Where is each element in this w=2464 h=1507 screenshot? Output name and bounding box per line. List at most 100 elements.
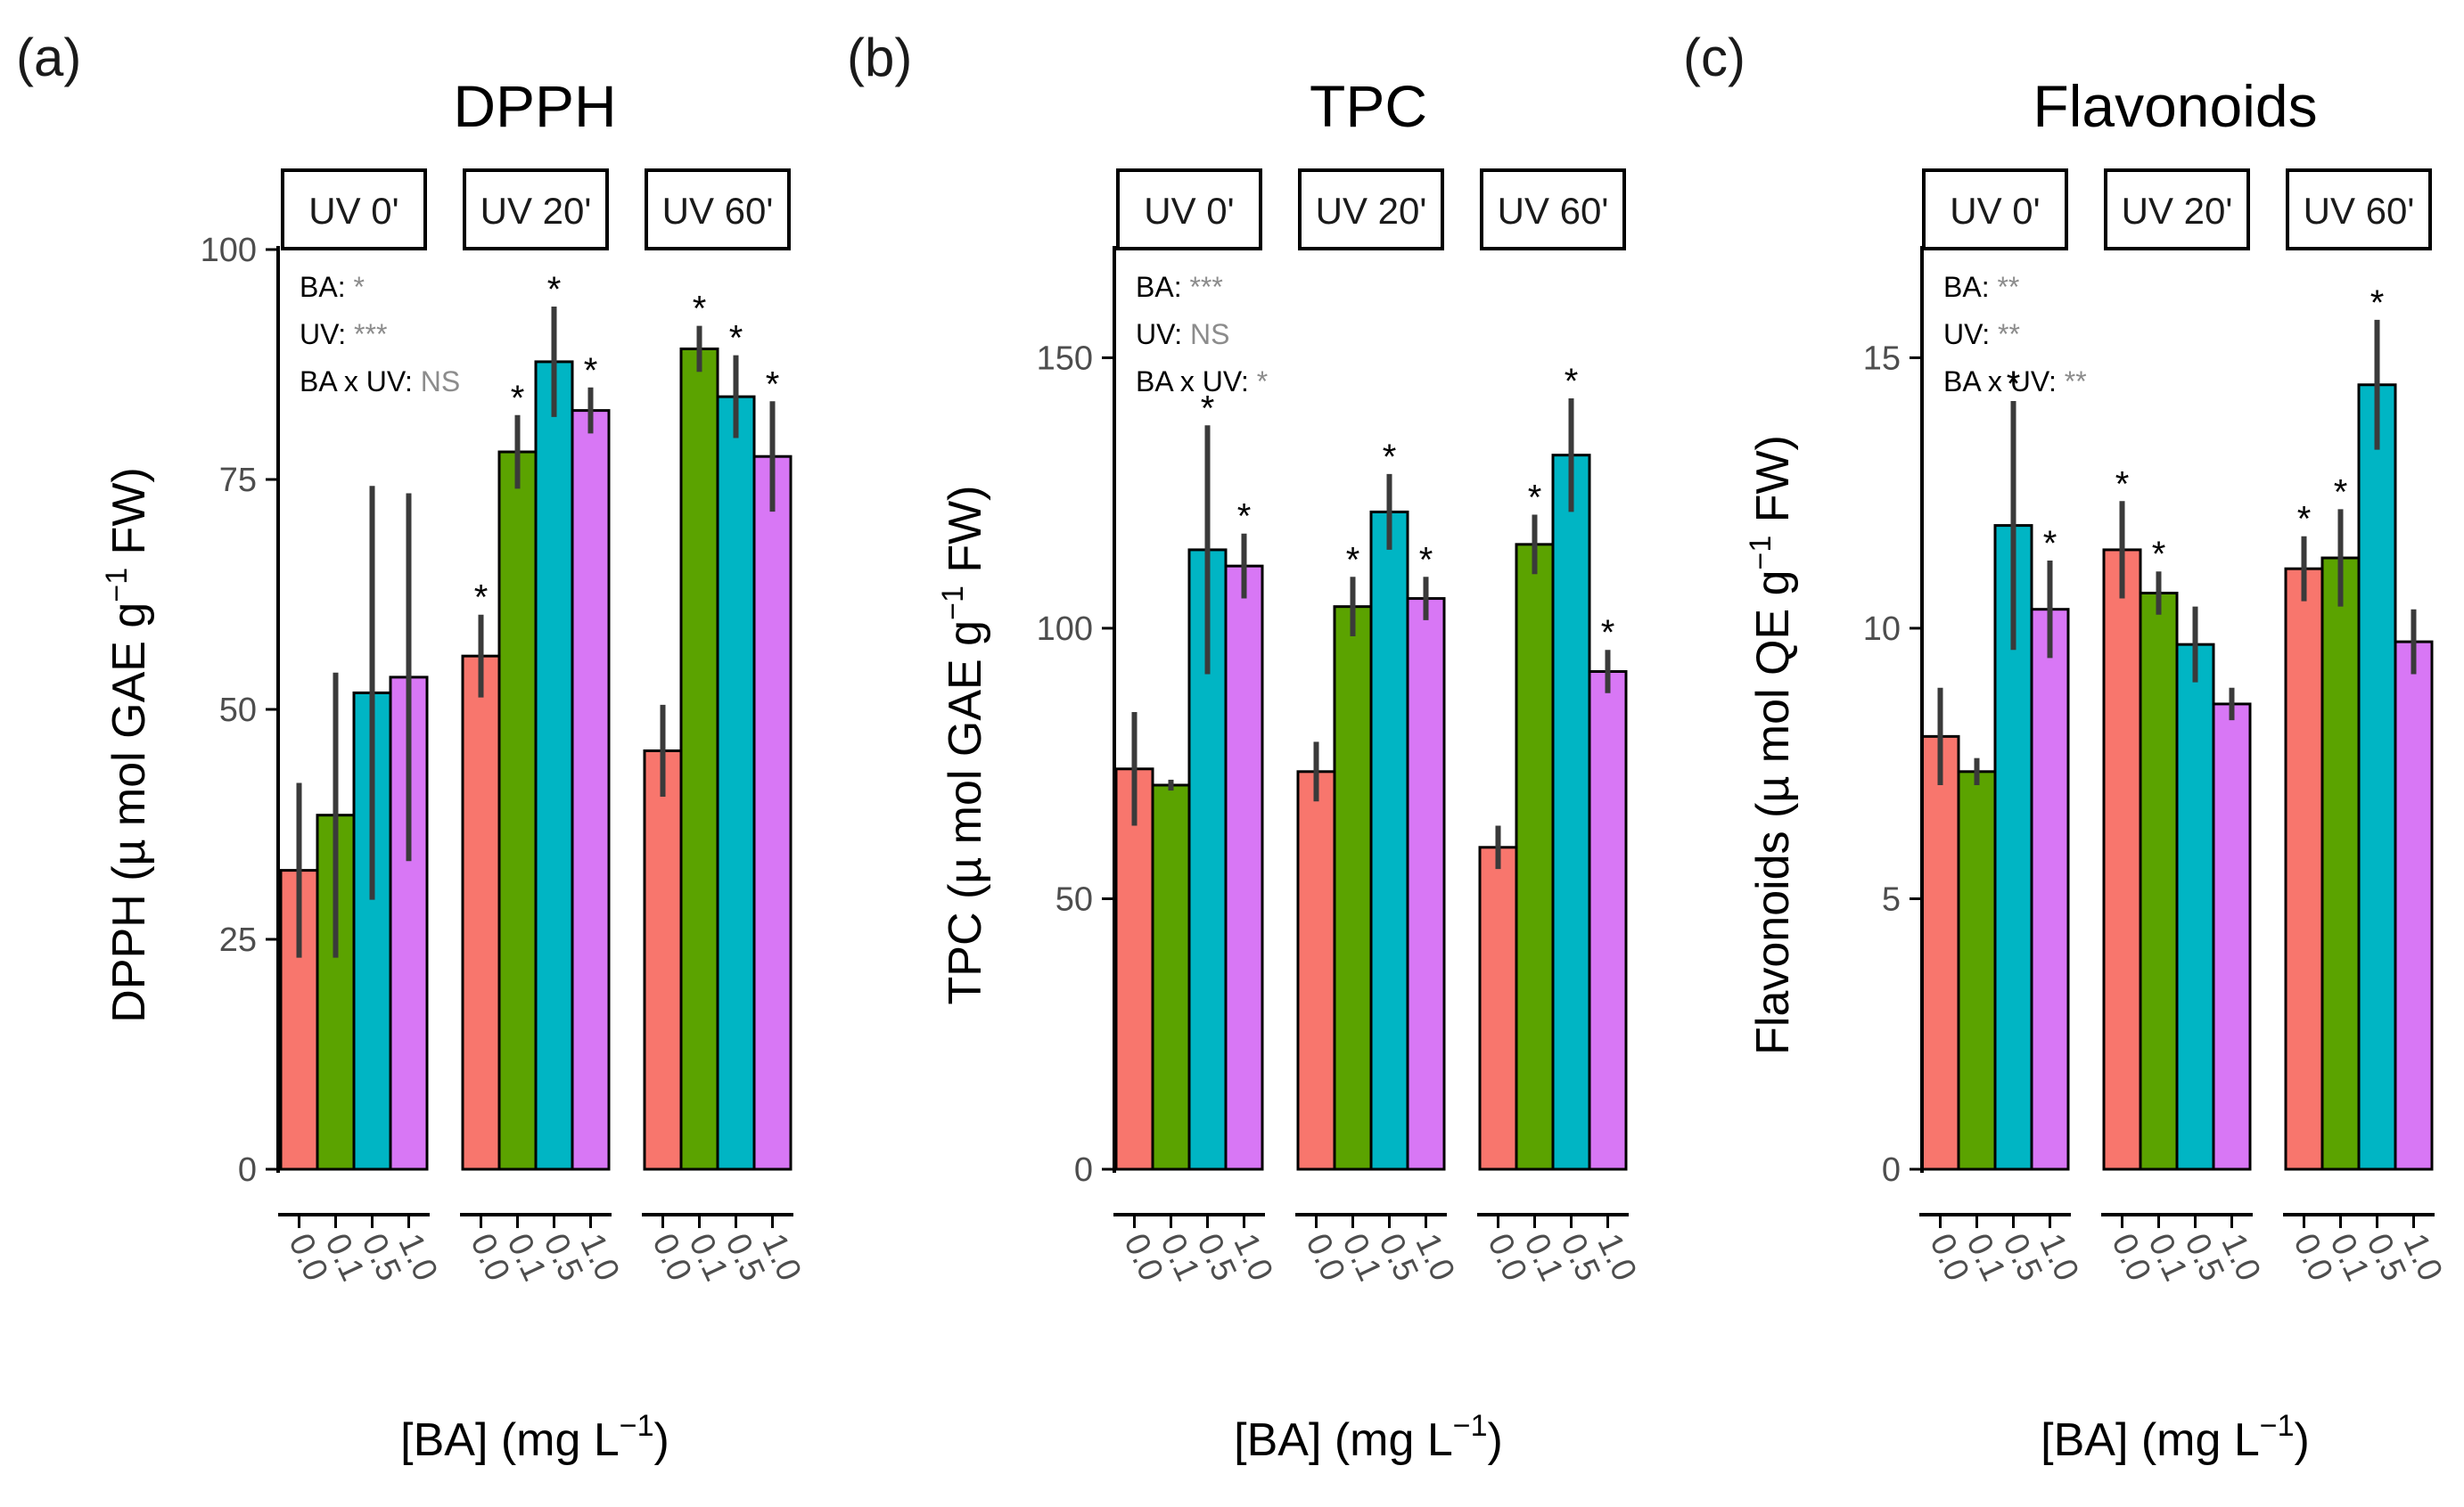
y-axis-label-text: DPPH (µ mol GAE g xyxy=(103,602,155,1023)
facet-strip-label: UV 60' xyxy=(1498,190,1609,232)
facet-strip-label: UV 0' xyxy=(1950,190,2040,232)
facet-strip xyxy=(1298,168,1444,250)
x-tick-label: 1.0 xyxy=(2032,1228,2085,1287)
significance-star: * xyxy=(2115,464,2130,504)
facet-strip-label: UV 60' xyxy=(2304,190,2415,232)
bar xyxy=(2394,640,2434,1171)
stats-annotation-label: BA x UV: xyxy=(300,365,421,397)
significance-star: * xyxy=(1565,362,1579,401)
x-axis-label-superscript: −1 xyxy=(1453,1409,1488,1443)
y-tick-label: 25 xyxy=(219,921,257,959)
x-axis-label-suffix: ) xyxy=(2295,1414,2310,1466)
facet-strip xyxy=(2104,168,2250,250)
x-tick-label: 1.0 xyxy=(2213,1228,2267,1287)
x-axis-label: [BA] (mg L−1) xyxy=(400,1409,669,1466)
y-tick-label: 50 xyxy=(219,692,257,729)
bar xyxy=(497,450,538,1171)
y-axis-label: DPPH (µ mol GAE g−1 FW) xyxy=(100,467,155,1022)
bar xyxy=(1333,605,1373,1171)
stats-annotation-label: BA: xyxy=(1943,271,1997,303)
bar xyxy=(2030,608,2070,1171)
significance-star: * xyxy=(1383,438,1397,477)
significance-star: * xyxy=(2007,364,2021,404)
panel-label: (a) xyxy=(16,28,81,87)
significance-star: * xyxy=(766,364,780,404)
bar xyxy=(1588,670,1628,1171)
significance-star: * xyxy=(1419,540,1433,579)
x-axis-label-suffix: ) xyxy=(654,1414,669,1466)
y-axis-label: TPC (µ mol GAE g−1 FW) xyxy=(936,486,991,1005)
y-tick-label: 10 xyxy=(1863,610,1901,648)
stats-annotation-significance: *** xyxy=(1189,271,1222,303)
bar xyxy=(2102,548,2142,1171)
bar xyxy=(1515,543,1555,1171)
x-axis-label-text: [BA] (mg L xyxy=(2041,1414,2260,1466)
stats-annotation: BA: * xyxy=(300,271,365,303)
facet-strip-label: UV 60' xyxy=(662,190,774,232)
y-tick-label: 0 xyxy=(1882,1151,1901,1189)
stats-annotation: BA x UV: * xyxy=(1136,365,1268,397)
y-tick-label: 100 xyxy=(201,232,257,269)
x-axis-label: [BA] (mg L−1) xyxy=(1234,1409,1503,1466)
bar xyxy=(2284,567,2324,1171)
x-tick-label: 1.0 xyxy=(2395,1228,2449,1287)
significance-star: * xyxy=(2370,283,2385,323)
bar xyxy=(2212,702,2252,1171)
stats-annotation-significance: NS xyxy=(1190,318,1229,350)
x-tick-label: 1.0 xyxy=(754,1228,808,1287)
facet-strip xyxy=(463,168,609,250)
y-axis-label-text: TPC (µ mol GAE g xyxy=(940,620,991,1005)
x-tick-label: 1.0 xyxy=(1408,1228,1461,1287)
stats-annotation-label: UV: xyxy=(1136,318,1190,350)
y-axis-label: Flavonoids (µ mol QE g−1 FW) xyxy=(1744,435,1799,1055)
y-tick-label: 100 xyxy=(1037,610,1093,648)
significance-star: * xyxy=(1601,613,1615,652)
panel-label: (b) xyxy=(847,28,912,87)
stats-annotation-significance: * xyxy=(1257,365,1268,397)
stats-annotation: UV: ** xyxy=(1943,318,2020,350)
bar xyxy=(534,360,574,1171)
significance-star: * xyxy=(1346,540,1360,579)
facet-strip-label: UV 0' xyxy=(308,190,398,232)
y-axis-label-superscript: −1 xyxy=(936,586,970,620)
bar xyxy=(752,455,793,1171)
y-axis-label-superscript: −1 xyxy=(100,568,134,602)
x-axis-label-superscript: −1 xyxy=(2260,1409,2295,1443)
significance-star: * xyxy=(547,270,562,309)
bar xyxy=(2175,643,2215,1171)
y-axis-label-suffix: FW) xyxy=(103,467,155,568)
x-axis-label-text: [BA] (mg L xyxy=(400,1414,620,1466)
x-axis-label-text: [BA] (mg L xyxy=(1234,1414,1453,1466)
stats-annotation-significance: ** xyxy=(2065,365,2087,397)
y-axis-label-suffix: FW) xyxy=(1747,435,1799,536)
stats-annotation: BA x UV: ** xyxy=(1943,365,2087,397)
significance-star: * xyxy=(1201,389,1215,428)
stats-annotation: UV: *** xyxy=(300,318,387,350)
y-tick-label: 5 xyxy=(1882,880,1901,918)
x-tick-label: 1.0 xyxy=(390,1228,444,1287)
stats-annotation-label: BA: xyxy=(300,271,353,303)
bar xyxy=(2139,591,2179,1171)
bar xyxy=(1369,510,1409,1171)
facet-strip-label: UV 0' xyxy=(1144,190,1234,232)
bar xyxy=(1478,846,1518,1171)
chart-title: TPC xyxy=(1310,73,1427,139)
y-axis-label-text: Flavonoids (µ mol QE g xyxy=(1747,570,1799,1055)
significance-star: * xyxy=(1237,497,1252,536)
bar xyxy=(643,749,683,1171)
bar xyxy=(1296,770,1336,1171)
bar xyxy=(679,347,719,1171)
stats-annotation-label: UV: xyxy=(300,318,354,350)
x-tick-label: 1.0 xyxy=(1226,1228,1279,1287)
bar xyxy=(716,395,756,1171)
x-tick-label: 1.0 xyxy=(1589,1228,1643,1287)
significance-star: * xyxy=(2334,472,2348,512)
facet-strip xyxy=(645,168,791,250)
x-axis-label: [BA] (mg L−1) xyxy=(2041,1409,2310,1466)
bar xyxy=(1551,454,1591,1171)
stats-annotation: UV: NS xyxy=(1136,318,1230,350)
bar xyxy=(1224,564,1264,1171)
